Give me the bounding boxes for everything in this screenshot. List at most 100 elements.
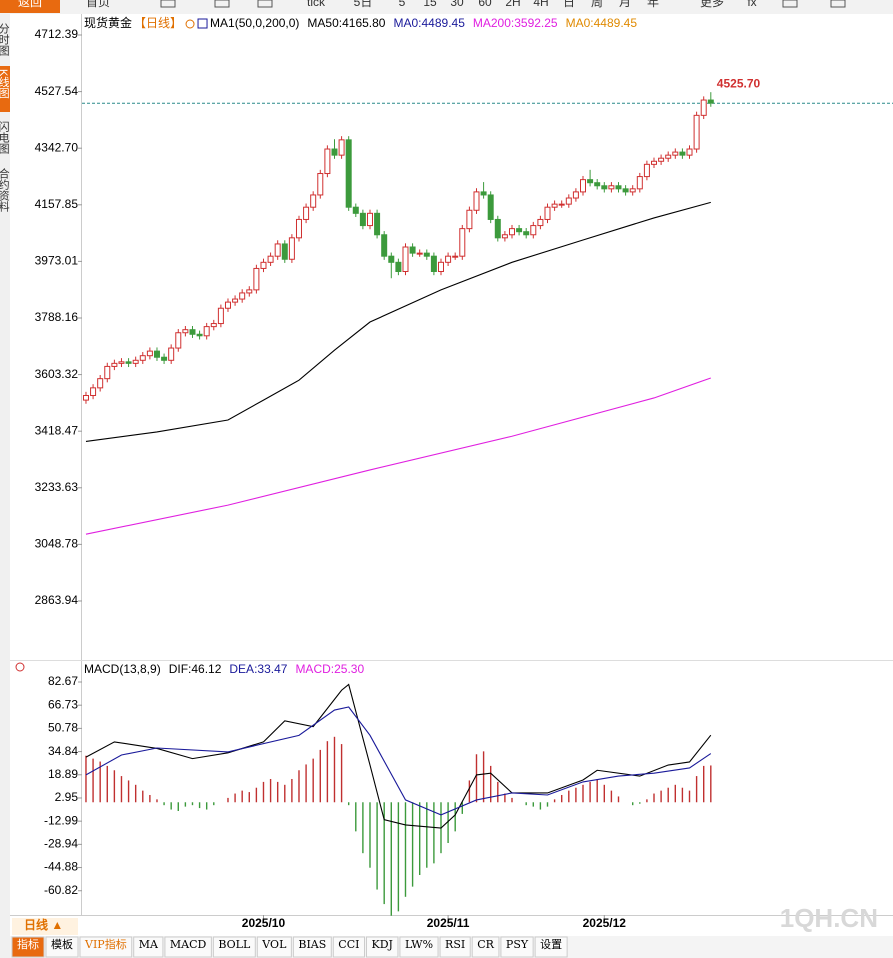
y-tick-label: 4527.54 (35, 84, 79, 98)
bottom-tab-bg[interactable] (439, 936, 471, 958)
candle-body (260, 261, 267, 269)
candle-body (317, 173, 324, 196)
period-bg[interactable] (12, 918, 78, 935)
side-tab[interactable]: 分时图 (0, 23, 10, 57)
toolbar-item[interactable]: 返回 (18, 0, 42, 9)
bottom-tab[interactable]: BOLL (218, 938, 251, 951)
macd-bar (667, 787, 669, 803)
bottom-tab[interactable]: PSY (506, 938, 529, 951)
toolbar-item[interactable]: 5 (399, 0, 406, 9)
macd-bar (255, 787, 258, 803)
bottom-tab-bg[interactable] (256, 936, 292, 958)
bottom-tab[interactable]: KDJ (371, 938, 392, 951)
toolbar-icon[interactable] (830, 0, 846, 8)
candle-body (466, 209, 473, 230)
toolbar-item[interactable]: 年 (647, 0, 659, 9)
toolbar-item[interactable]: 周 (591, 0, 603, 9)
chart-title: 现货黄金 (84, 15, 132, 30)
side-tab-active[interactable] (0, 66, 10, 112)
macd-bar (688, 790, 691, 803)
toolbar-item[interactable]: 月 (619, 0, 631, 9)
toolbar-icon[interactable] (214, 0, 230, 8)
macd-bar (475, 754, 478, 803)
bottom-tab-bg[interactable] (133, 936, 164, 958)
candle-body (594, 182, 601, 187)
bottom-tab-bg[interactable] (332, 936, 365, 958)
y-tick-label: 18.89 (48, 767, 78, 781)
macd-bar (383, 802, 385, 905)
macd-bar (497, 781, 499, 803)
y-tick-label: 3788.16 (35, 310, 79, 324)
toolbar-item[interactable]: 日 (563, 0, 575, 9)
macd-bar (113, 770, 116, 803)
y-tick-label: 3418.47 (35, 423, 79, 437)
bottom-tab-bg[interactable] (45, 936, 79, 958)
macd-bar (404, 802, 407, 897)
toolbar-item[interactable]: tick (307, 0, 326, 9)
macd-bar (703, 765, 705, 803)
bottom-tab[interactable]: LW% (405, 938, 433, 951)
macd-bar (284, 784, 286, 803)
candle-body (452, 255, 459, 258)
toolbar-item[interactable]: 5日 (354, 0, 373, 9)
toolbar-icon[interactable] (782, 0, 798, 8)
bottom-tab[interactable]: VOL (261, 938, 287, 951)
bottom-tab[interactable]: RSI (445, 938, 465, 951)
bottom-tab[interactable]: 设置 (540, 938, 562, 951)
bottom-tab-bg[interactable] (365, 936, 399, 958)
candle-body (672, 151, 679, 156)
add-icon[interactable] (185, 19, 195, 29)
bottom-tab[interactable]: VIP指标 (84, 937, 127, 951)
toolbar-item[interactable]: 更多 (700, 0, 724, 9)
bottom-tab-bg[interactable] (292, 936, 332, 958)
bottom-tab-bg[interactable] (79, 936, 133, 958)
bottom-tab-bg[interactable] (212, 936, 256, 958)
bottom-tab[interactable]: CR (477, 938, 494, 951)
toolbar-item[interactable]: 60 (478, 0, 492, 9)
bottom-tab-bg[interactable] (534, 936, 568, 958)
macd-bar (234, 793, 236, 803)
bottom-tab[interactable]: BIAS (298, 938, 326, 951)
candle-body (388, 255, 395, 263)
bottom-tab[interactable]: MA (139, 938, 159, 951)
side-tab[interactable]: 合约资料 (0, 167, 10, 213)
bottom-tab-bg[interactable] (11, 936, 45, 958)
candle-body (338, 139, 345, 156)
bottom-tab[interactable]: MACD (170, 938, 207, 951)
candle-body (139, 355, 146, 361)
macd-bar (142, 790, 144, 803)
candle-body (274, 243, 281, 257)
macd-bar (184, 802, 187, 807)
candle-body (707, 99, 714, 104)
y-tick-label: 3973.01 (35, 254, 79, 268)
back-button[interactable] (0, 0, 60, 13)
bottom-tab-bg[interactable] (164, 936, 212, 958)
settings-icon[interactable] (15, 662, 25, 672)
toolbar-icon[interactable] (257, 0, 273, 8)
side-tab[interactable]: 闪电图 (0, 120, 10, 155)
bottom-tab-bg[interactable] (471, 936, 500, 958)
toolbar-item[interactable]: 4H (533, 0, 548, 9)
bottom-tab[interactable]: 指标 (17, 937, 39, 951)
toolbar-item[interactable]: fx (747, 0, 756, 9)
macd-bar (213, 802, 215, 806)
toolbar-item[interactable]: 2H (505, 0, 520, 9)
toolbar-item[interactable]: 30 (450, 0, 464, 9)
toolbar-item[interactable]: 首页 (86, 0, 110, 9)
toolbar-item[interactable]: 15 (423, 0, 437, 9)
candle-body (217, 307, 224, 325)
macd-bar (525, 802, 527, 806)
macd-bar (560, 794, 563, 803)
macd-bar (433, 802, 435, 864)
candle-body (210, 323, 217, 328)
side-tab[interactable]: K线图 (0, 69, 10, 99)
macd-bar (248, 792, 250, 803)
period-label[interactable]: 日线 ▲ (24, 917, 63, 932)
bottom-tab[interactable]: CCI (338, 938, 359, 951)
bottom-tab-bg[interactable] (500, 936, 534, 958)
bottom-tab-bg[interactable] (399, 936, 439, 958)
indicator-icon[interactable] (197, 18, 208, 29)
candle-body (246, 289, 253, 294)
bottom-tab[interactable]: 模板 (51, 937, 73, 951)
toolbar-icon[interactable] (160, 0, 176, 8)
